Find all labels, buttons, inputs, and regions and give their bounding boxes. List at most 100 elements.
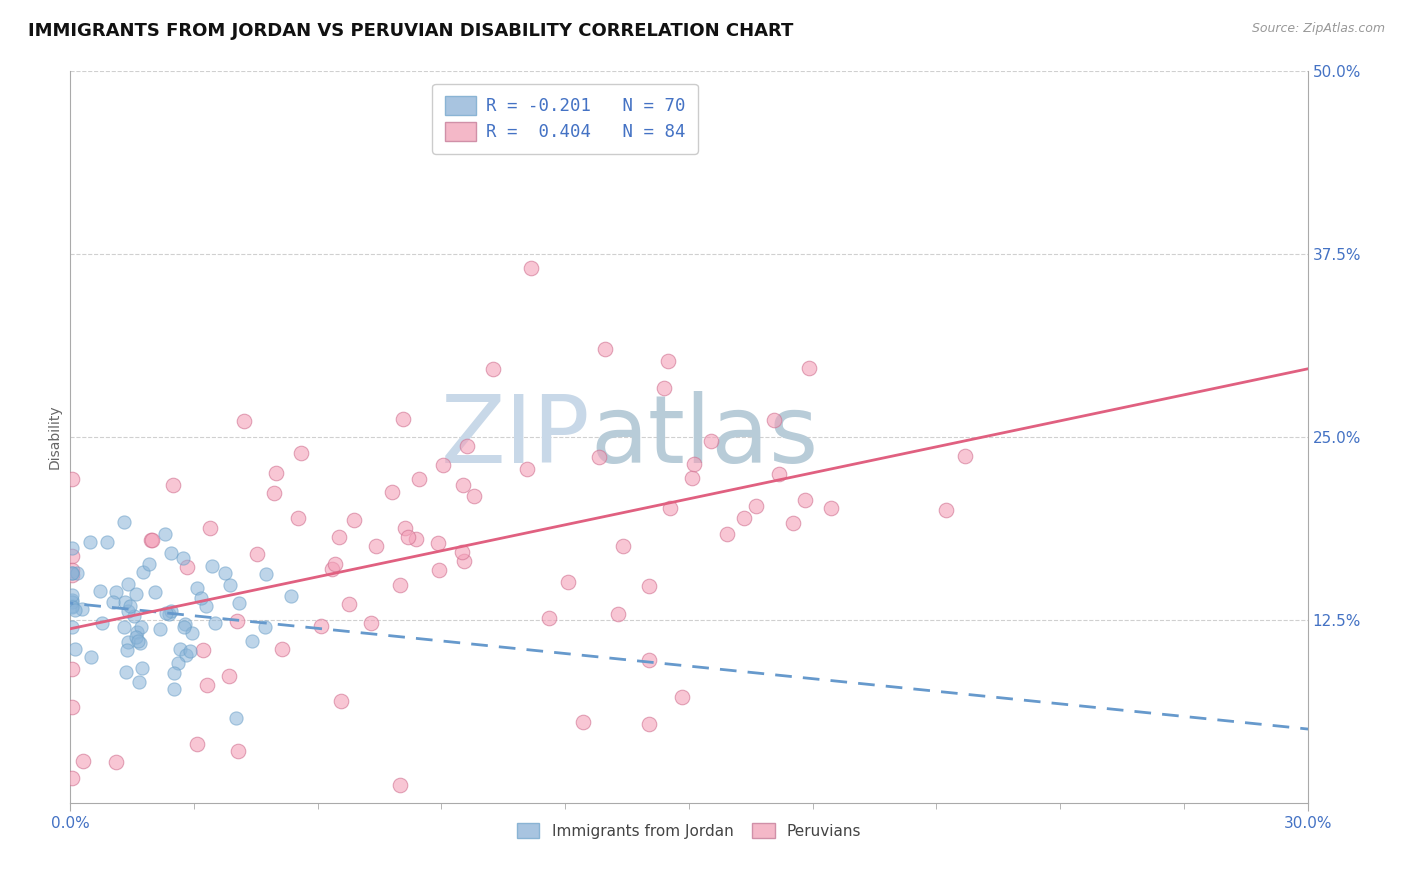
- Point: [321, 562, 343, 576]
- Point: [60, 662, 83, 676]
- Point: [450, 545, 472, 559]
- Point: [270, 641, 292, 656]
- Point: [60, 771, 83, 785]
- Point: [89, 584, 111, 599]
- Point: [60, 599, 83, 614]
- Point: [453, 554, 475, 568]
- Point: [935, 502, 957, 516]
- Point: [381, 484, 404, 499]
- Point: [159, 607, 181, 621]
- Point: [683, 457, 706, 471]
- Point: [91, 615, 114, 630]
- Point: [63, 642, 86, 657]
- Point: [794, 493, 817, 508]
- Point: [186, 581, 208, 595]
- Point: [60, 588, 83, 602]
- Point: [96, 534, 118, 549]
- Point: [716, 527, 738, 541]
- Point: [112, 515, 135, 529]
- Point: [456, 439, 478, 453]
- Point: [129, 620, 152, 634]
- Point: [194, 599, 217, 613]
- Y-axis label: Disability: Disability: [48, 405, 62, 469]
- Point: [60, 563, 83, 577]
- Point: [323, 558, 346, 572]
- Point: [394, 521, 416, 535]
- Point: [330, 694, 353, 708]
- Point: [700, 434, 723, 449]
- Point: [138, 558, 160, 572]
- Point: [396, 530, 419, 544]
- Point: [125, 630, 148, 644]
- Point: [681, 471, 703, 485]
- Point: [162, 478, 184, 492]
- Point: [60, 541, 83, 555]
- Point: [70, 602, 93, 616]
- Text: ZIP: ZIP: [440, 391, 591, 483]
- Point: [637, 653, 659, 667]
- Point: [226, 614, 249, 628]
- Point: [953, 449, 976, 463]
- Point: [389, 778, 412, 792]
- Point: [60, 599, 83, 614]
- Point: [127, 633, 149, 648]
- Point: [388, 578, 411, 592]
- Point: [799, 361, 821, 376]
- Point: [652, 381, 675, 395]
- Point: [254, 566, 277, 581]
- Point: [181, 626, 204, 640]
- Point: [219, 578, 242, 592]
- Point: [60, 838, 83, 852]
- Point: [60, 594, 83, 608]
- Point: [60, 472, 83, 486]
- Point: [60, 593, 83, 607]
- Point: [427, 536, 450, 550]
- Point: [427, 564, 450, 578]
- Point: [131, 661, 153, 675]
- Point: [520, 261, 543, 276]
- Point: [163, 682, 186, 697]
- Point: [66, 566, 89, 581]
- Point: [60, 566, 83, 580]
- Point: [733, 511, 755, 525]
- Point: [117, 635, 139, 649]
- Point: [124, 609, 146, 624]
- Point: [745, 499, 768, 513]
- Point: [117, 577, 139, 591]
- Point: [128, 636, 150, 650]
- Point: [117, 604, 139, 618]
- Point: [149, 622, 172, 636]
- Point: [125, 587, 148, 601]
- Point: [657, 354, 679, 368]
- Point: [190, 591, 212, 606]
- Point: [201, 558, 224, 573]
- Point: [246, 547, 269, 561]
- Point: [173, 620, 195, 634]
- Point: [174, 648, 197, 662]
- Point: [309, 619, 332, 633]
- Point: [112, 620, 135, 634]
- Point: [104, 755, 127, 769]
- Point: [240, 634, 263, 648]
- Point: [65, 603, 87, 617]
- Point: [125, 625, 148, 640]
- Point: [72, 754, 94, 768]
- Point: [143, 584, 166, 599]
- Point: [114, 595, 136, 609]
- Point: [232, 414, 254, 428]
- Point: [120, 599, 142, 613]
- Point: [516, 462, 538, 476]
- Point: [160, 604, 183, 618]
- Point: [364, 539, 387, 553]
- Point: [163, 666, 186, 681]
- Point: [264, 466, 287, 480]
- Point: [186, 737, 208, 751]
- Point: [132, 566, 155, 580]
- Point: [198, 521, 221, 535]
- Point: [820, 501, 842, 516]
- Point: [287, 510, 309, 524]
- Point: [60, 619, 83, 633]
- Point: [659, 500, 682, 515]
- Point: [195, 678, 218, 692]
- Point: [762, 413, 785, 427]
